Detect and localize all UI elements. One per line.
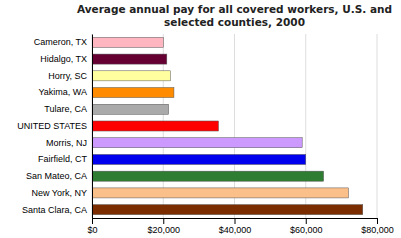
y-axis: Cameron, TX Hidalgo, TX Horry, SC Yakima, W… — [17, 35, 92, 219]
tick-label: $60,000 — [290, 225, 323, 235]
bar — [92, 54, 167, 64]
tick-mark — [377, 218, 378, 224]
bar — [92, 205, 363, 215]
tick: $80,000 — [361, 218, 394, 235]
title-line: Average annual pay for all covered worke… — [77, 3, 392, 15]
tick: $60,000 — [290, 218, 323, 235]
tick-mark — [235, 218, 236, 224]
tick-mark — [163, 218, 164, 224]
tick-label: $80,000 — [361, 225, 394, 235]
tick-label: Santa Clara, CA — [22, 205, 87, 215]
tick-mark — [92, 218, 93, 224]
bar — [92, 121, 218, 131]
title-line: selected counties, 2000 — [164, 16, 305, 28]
x-axis: $0 $20,000 $40,000 $60,000 $80,000 — [87, 218, 393, 235]
tick: Yakima, WA — [38, 87, 87, 97]
plot: $0 $20,000 $40,000 $60,000 $80,000 Cameron, T… — [17, 34, 393, 235]
tick: San Mateo, CA — [26, 171, 87, 181]
tick: $20,000 — [147, 218, 180, 235]
tick-label: $20,000 — [147, 225, 180, 235]
bar — [92, 71, 170, 81]
tick-label: Horry, SC — [48, 71, 87, 81]
tick: UNITED STATES — [17, 121, 87, 131]
tick-label: New York, NY — [31, 188, 87, 198]
axis-line — [92, 35, 93, 219]
tick-label: Hidalgo, TX — [40, 54, 87, 64]
tick-label: $0 — [87, 225, 97, 235]
tick: Hidalgo, TX — [40, 54, 87, 64]
bar — [92, 154, 306, 164]
tick-label: $40,000 — [219, 225, 252, 235]
bar — [92, 37, 163, 47]
tick: Tulare, CA — [44, 104, 87, 114]
bars — [92, 37, 363, 214]
tick-mark — [306, 218, 307, 224]
tick: Morris, NJ — [46, 138, 87, 148]
bar — [92, 138, 302, 148]
axis-line — [93, 219, 378, 225]
grid — [92, 34, 377, 218]
bar — [92, 171, 324, 181]
tick: $0 — [87, 218, 97, 235]
tick-label: UNITED STATES — [17, 121, 87, 131]
bar — [92, 188, 349, 198]
tick-label: Tulare, CA — [44, 104, 87, 114]
tick-label: San Mateo, CA — [26, 171, 87, 181]
chart: Average annual pay for all covered worke… — [0, 0, 401, 238]
tick: New York, NY — [31, 188, 87, 198]
tick-label: Fairfield, CT — [38, 154, 88, 164]
tick: Fairfield, CT — [38, 154, 88, 164]
grid-line — [92, 34, 93, 218]
bar — [92, 104, 169, 114]
grid-line — [377, 34, 378, 218]
bar — [92, 88, 174, 98]
tick: Horry, SC — [48, 71, 87, 81]
title: Average annual pay for all covered worke… — [77, 3, 392, 28]
tick: Santa Clara, CA — [22, 205, 87, 215]
tick: $40,000 — [219, 218, 252, 235]
tick-label: Morris, NJ — [46, 138, 87, 148]
tick-label: Cameron, TX — [34, 37, 87, 47]
tick-label: Yakima, WA — [38, 87, 87, 97]
tick: Cameron, TX — [34, 37, 87, 47]
